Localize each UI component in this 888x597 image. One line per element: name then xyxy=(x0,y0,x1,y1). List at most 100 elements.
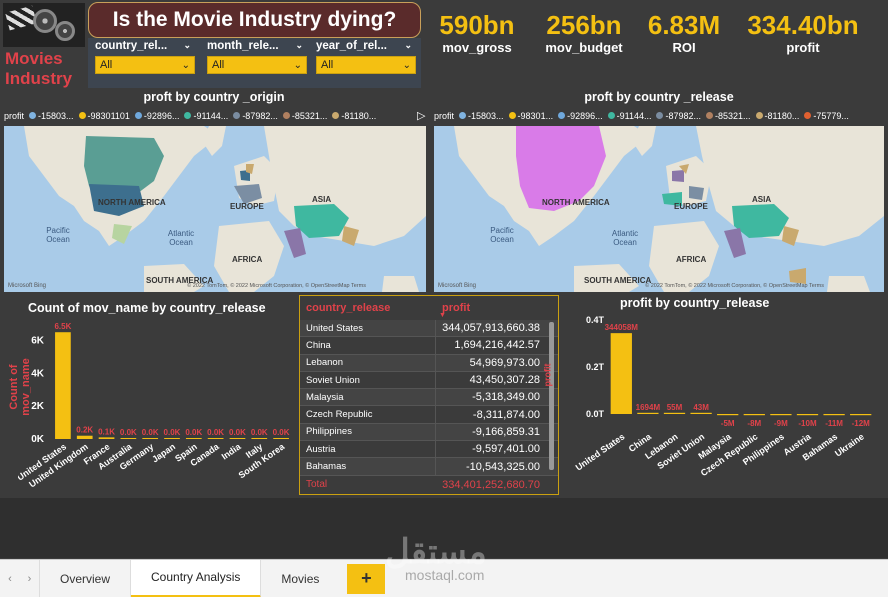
bar[interactable] xyxy=(98,437,115,439)
bar[interactable] xyxy=(796,414,819,416)
bar[interactable] xyxy=(229,438,246,439)
cell-profit: -10,543,325.00 xyxy=(465,460,540,473)
year-release-dropdown[interactable]: All ⌄ xyxy=(316,56,416,74)
map-label: AFRICA xyxy=(676,255,707,264)
map-left[interactable]: NORTH AMERICA EUROPE ASIA AFRICA SOUTH A… xyxy=(4,126,426,292)
table-row[interactable]: China 1,694,216,442.57 xyxy=(300,337,558,355)
bar[interactable] xyxy=(743,414,765,416)
map-label: SOUTH AMERICA xyxy=(584,276,652,285)
bar[interactable] xyxy=(142,438,159,439)
country-release-dropdown[interactable]: All ⌄ xyxy=(95,56,195,74)
tab-overview[interactable]: Overview xyxy=(40,559,132,597)
legend-item[interactable]: -87982... xyxy=(233,111,278,121)
map-right-title: proft by country _release xyxy=(584,90,734,104)
bar[interactable] xyxy=(663,412,686,414)
chevron-right-icon[interactable]: › xyxy=(20,559,40,597)
table-row[interactable]: Soviet Union 43,450,307.28 xyxy=(300,371,558,390)
legend-item[interactable]: -85321... xyxy=(282,111,327,121)
map-left-legend: profit -15803... -98301101 -92896... -91144… xyxy=(4,111,414,121)
bar[interactable] xyxy=(637,412,659,414)
y-tick-label: 0.0T xyxy=(586,409,605,419)
bar[interactable] xyxy=(690,412,712,414)
legend-item[interactable]: -87982... xyxy=(656,111,701,121)
column-header-country[interactable]: country_release xyxy=(306,302,391,314)
profit-table: country_release profit ▼ United States 34… xyxy=(299,295,559,495)
bar[interactable] xyxy=(823,414,845,416)
table-row[interactable]: United States 344,057,913,660.38 xyxy=(300,320,558,338)
legend-item[interactable]: -81180... xyxy=(755,111,799,121)
filter-country-release: country_rel... ⌄ All ⌄ xyxy=(95,40,195,74)
bar[interactable] xyxy=(251,438,268,439)
bar[interactable] xyxy=(76,435,93,439)
kpi-label: mov_budget xyxy=(545,40,623,55)
map-right-legend: profit -15803... -98301... -92896... -91144… xyxy=(434,111,880,121)
legend-item[interactable]: -75779... xyxy=(804,111,849,121)
add-page-button[interactable]: + xyxy=(347,563,386,594)
bar[interactable] xyxy=(850,414,872,416)
tab-country-analysis[interactable]: Country Analysis xyxy=(131,559,262,597)
column-header-profit[interactable]: profit ▼ xyxy=(439,302,471,319)
map-label: SOUTH AMERICA xyxy=(146,276,214,285)
month-release-dropdown[interactable]: All ⌄ xyxy=(207,56,307,74)
legend-item[interactable]: -15803... xyxy=(29,111,74,121)
data-label: 0.1K xyxy=(98,427,115,436)
legend-item[interactable]: -85321... xyxy=(706,111,751,121)
total-value: 334,401,252,680.70 xyxy=(442,478,540,491)
bar[interactable] xyxy=(164,438,180,439)
map-right[interactable]: NORTH AMERICA EUROPE ASIA AFRICA SOUTH A… xyxy=(434,126,884,292)
legend-item[interactable]: -91144... xyxy=(184,111,228,121)
legend-item[interactable]: -98301... xyxy=(508,111,553,121)
table-scrollbar[interactable] xyxy=(549,322,554,470)
filter-year-release: year_of_rel... ⌄ All ⌄ xyxy=(316,40,416,74)
legend-item[interactable]: -91144... xyxy=(607,111,651,121)
kpi-mov-budget: 256bn mov_budget xyxy=(538,10,630,56)
x-tick-label: Ukraine xyxy=(833,431,866,458)
data-label: 0.0K xyxy=(273,428,290,437)
chevron-down-icon: ⌄ xyxy=(181,59,190,71)
filter-panel: country_rel... ⌄ All ⌄ month_rele... ⌄ All ⌄… xyxy=(88,38,421,88)
bar[interactable] xyxy=(273,438,289,439)
x-tick-label: United States xyxy=(574,431,627,472)
bar[interactable] xyxy=(55,332,71,439)
table-row[interactable]: Austria -9,597,401.00 xyxy=(300,441,558,459)
data-label: 344058M xyxy=(605,323,639,332)
legend-item[interactable]: -92896... xyxy=(134,111,179,121)
map-copyright: © 2022 TomTom, © 2022 Microsoft Corporat… xyxy=(645,283,824,289)
bar[interactable] xyxy=(770,414,792,416)
table-row[interactable]: Czech Republic -8,311,874.00 xyxy=(300,406,558,424)
watermark-url: mostaql.com xyxy=(405,567,485,583)
tab-movies[interactable]: Movies xyxy=(281,571,320,586)
cell-profit: -8,311,874.00 xyxy=(472,408,540,421)
chevron-right-icon[interactable]: ▷ xyxy=(417,110,426,122)
bar[interactable] xyxy=(207,438,224,439)
bar[interactable] xyxy=(610,333,632,414)
bing-logo: Microsoft Bing xyxy=(8,283,47,289)
table-row[interactable]: Philippines -9,166,859.31 xyxy=(300,423,558,442)
legend-item[interactable]: -92896... xyxy=(558,111,603,121)
cell-country: China xyxy=(300,337,436,354)
data-label: 0.0K xyxy=(207,428,224,437)
chevron-down-icon[interactable]: ⌄ xyxy=(295,40,303,50)
bar[interactable] xyxy=(185,438,202,439)
legend-item[interactable]: -98301101 xyxy=(78,111,130,121)
legend-dot-icon xyxy=(706,112,713,119)
chevron-down-icon[interactable]: ⌄ xyxy=(183,40,191,50)
chevron-down-icon[interactable]: ⌄ xyxy=(404,40,412,50)
table-row[interactable]: Malaysia -5,318,349.00 xyxy=(300,389,558,407)
data-label: 0.0K xyxy=(120,428,137,437)
legend-dot-icon xyxy=(804,112,812,119)
data-label: 55M xyxy=(667,403,683,412)
bar[interactable] xyxy=(120,438,137,439)
table-row[interactable]: Bahamas -10,543,325.00 xyxy=(300,458,558,476)
table-row[interactable]: Lebanon 54,969,973.00 xyxy=(300,354,558,372)
y-tick-label: 0K xyxy=(31,434,45,445)
legend-item[interactable]: -15803... xyxy=(459,111,504,121)
canvas-bottom xyxy=(0,498,888,558)
kpi-label: mov_gross xyxy=(442,40,512,55)
data-label: 1694M xyxy=(636,403,661,412)
bar[interactable] xyxy=(717,414,739,416)
cell-profit: 344,057,913,660.38 xyxy=(442,322,540,335)
legend-item[interactable]: -81180... xyxy=(332,111,376,121)
chevron-left-icon[interactable]: ‹ xyxy=(8,572,12,585)
